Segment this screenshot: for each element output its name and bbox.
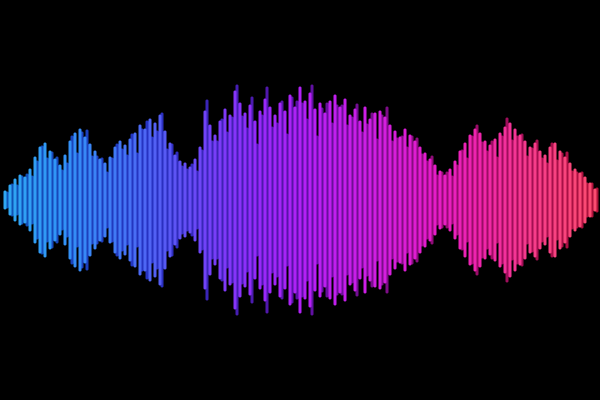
waveform-bars xyxy=(3,86,597,314)
waveform-shadow-bars xyxy=(5,84,599,316)
